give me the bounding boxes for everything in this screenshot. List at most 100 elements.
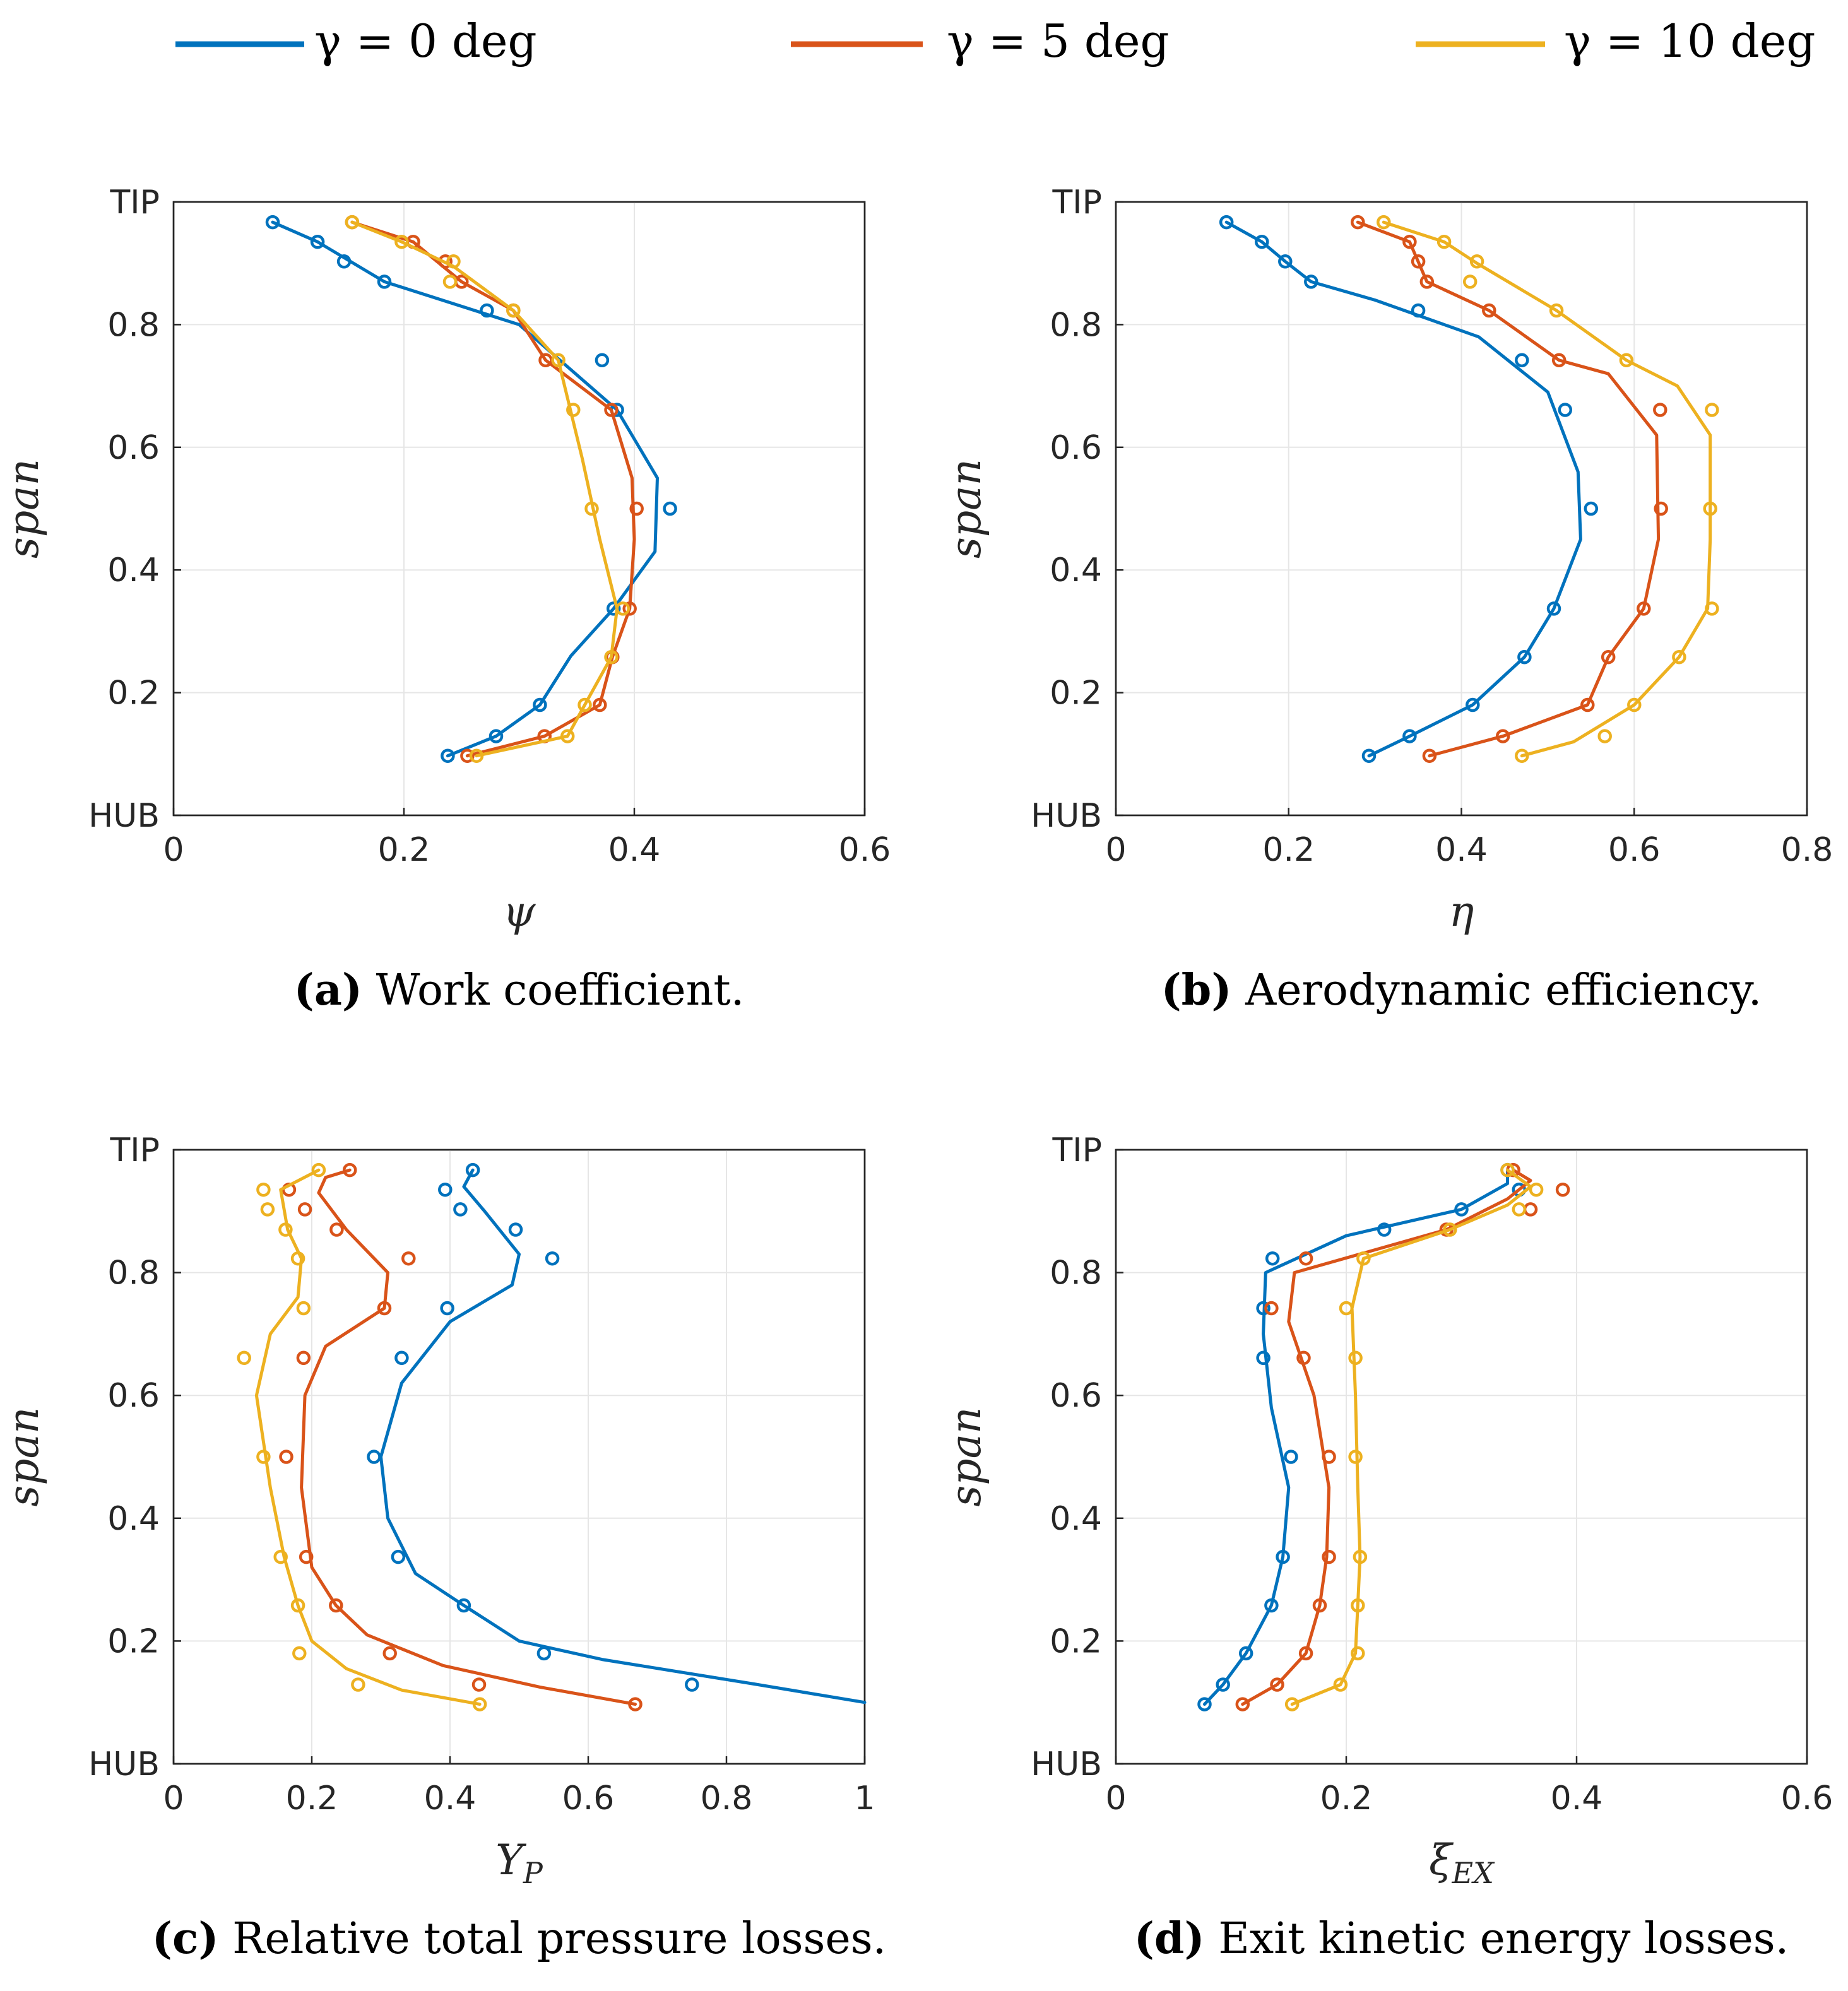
series bbox=[1219, 215, 1599, 763]
x-axis-symbol: ξ bbox=[1429, 1836, 1454, 1884]
data-point bbox=[1482, 303, 1496, 318]
x-tick-label: 0.4 bbox=[608, 831, 661, 869]
plot-area bbox=[1115, 1149, 1808, 1765]
caption-text: Relative total pressure losses. bbox=[219, 1914, 887, 1964]
x-tick-label: 0.4 bbox=[1435, 831, 1488, 869]
x-tick-label: 0.4 bbox=[1551, 1780, 1603, 1817]
data-point bbox=[1705, 403, 1719, 417]
data-point bbox=[628, 1697, 643, 1711]
data-point bbox=[1653, 403, 1667, 417]
data-point bbox=[265, 215, 280, 230]
x-tick-label: 0.2 bbox=[1320, 1780, 1373, 1817]
panel-caption: (b) Aerodynamic efficiency. bbox=[1161, 965, 1762, 1015]
data-point bbox=[560, 729, 575, 743]
series bbox=[237, 1162, 487, 1711]
data-point bbox=[1377, 215, 1391, 230]
caption-letter: (c) bbox=[152, 1913, 219, 1964]
data-point bbox=[615, 601, 631, 616]
y-tick-label: TIP bbox=[110, 1131, 160, 1169]
data-point bbox=[1351, 215, 1365, 230]
y-tick-label: HUB bbox=[1031, 797, 1102, 835]
data-point bbox=[1265, 1251, 1280, 1266]
data-point bbox=[1322, 1549, 1336, 1564]
axes-outline bbox=[1115, 201, 1808, 817]
y-axis-label: span bbox=[942, 1407, 990, 1507]
x-tick-label: 0.8 bbox=[701, 1780, 753, 1817]
y-tick-label: TIP bbox=[1052, 184, 1102, 222]
data-point bbox=[336, 254, 352, 269]
data-point bbox=[1469, 254, 1484, 269]
chart-panel: 0 0.2 0.4 0.6 HUB 0.2 0.4 0.6 0.8 TIP span ξEX (d) E… bbox=[942, 1131, 1833, 1964]
data-point bbox=[1436, 234, 1452, 249]
data-point bbox=[480, 303, 494, 318]
panel-caption: (c) Relative total pressure losses. bbox=[152, 1913, 886, 1964]
x-tick-label: 0.2 bbox=[286, 1780, 338, 1817]
x-axis-subscript: P bbox=[523, 1856, 543, 1890]
data-point bbox=[471, 1677, 487, 1692]
data-point bbox=[1276, 1549, 1290, 1564]
y-tick-label: 0.2 bbox=[107, 675, 160, 712]
series-line bbox=[350, 220, 636, 758]
data-point bbox=[1284, 1450, 1298, 1464]
data-point bbox=[1304, 275, 1318, 289]
data-point bbox=[1495, 729, 1510, 743]
axes-outline bbox=[1115, 1149, 1808, 1765]
data-point bbox=[1377, 1222, 1392, 1237]
data-point bbox=[290, 1251, 305, 1266]
x-tick-label: 0.2 bbox=[1262, 831, 1315, 869]
data-point bbox=[1419, 275, 1435, 289]
y-tick-label: 0.8 bbox=[1050, 306, 1102, 344]
data-point bbox=[237, 1350, 251, 1366]
data-point bbox=[1298, 1251, 1313, 1266]
y-tick-label: 0.2 bbox=[107, 1622, 160, 1660]
data-point bbox=[342, 1162, 357, 1178]
y-tick-label: 0.6 bbox=[1050, 429, 1102, 467]
series bbox=[1377, 215, 1719, 763]
data-point bbox=[1672, 649, 1686, 665]
data-point bbox=[629, 501, 644, 516]
data-point bbox=[622, 601, 637, 616]
legend-label: γ = 0 deg bbox=[314, 15, 537, 68]
data-point bbox=[551, 353, 566, 368]
axes-outline bbox=[172, 201, 866, 817]
data-point bbox=[578, 697, 592, 712]
x-tick-label: 0.6 bbox=[562, 1780, 615, 1817]
y-tick-label: 0.8 bbox=[1050, 1255, 1102, 1292]
panel-caption: (a) Work coefficient. bbox=[294, 965, 745, 1015]
panels: 0 0.2 0.4 0.6 HUB 0.2 0.4 0.6 0.8 TIP span ψ (a) Wor… bbox=[0, 184, 1833, 1964]
y-tick-label: 0.2 bbox=[1050, 675, 1102, 712]
x-tick-label: 1 bbox=[854, 1780, 875, 1817]
x-tick-label: 0 bbox=[163, 831, 184, 869]
x-tick-label: 0.8 bbox=[1781, 831, 1833, 869]
series-line bbox=[1290, 1168, 1532, 1706]
data-point bbox=[1549, 303, 1564, 318]
y-tick-label: HUB bbox=[88, 1746, 160, 1783]
caption-text: Work coefficient. bbox=[362, 966, 744, 1015]
data-point bbox=[442, 275, 458, 289]
data-point bbox=[1512, 1202, 1527, 1217]
x-axis-label: YP bbox=[495, 1836, 543, 1890]
data-point bbox=[1515, 353, 1529, 368]
series-line bbox=[1203, 1168, 1509, 1706]
data-point bbox=[1466, 697, 1480, 712]
data-point bbox=[606, 601, 621, 616]
y-tick-label: 0.4 bbox=[107, 1500, 160, 1538]
data-point bbox=[1597, 729, 1612, 743]
series-line bbox=[1241, 1168, 1532, 1706]
data-point bbox=[382, 1646, 397, 1661]
data-point bbox=[604, 649, 619, 665]
data-point bbox=[1637, 601, 1651, 616]
data-point bbox=[1627, 697, 1642, 712]
data-point bbox=[1601, 649, 1616, 665]
data-point bbox=[1546, 601, 1561, 616]
x-tick-label: 0.6 bbox=[1608, 831, 1661, 869]
x-axis-label: ψ bbox=[503, 887, 536, 936]
data-point bbox=[1402, 729, 1417, 743]
data-point bbox=[377, 1301, 392, 1316]
data-point bbox=[1703, 501, 1717, 516]
data-point bbox=[1584, 501, 1599, 516]
legend: γ = 0 deg γ = 5 deg γ = 10 deg bbox=[175, 15, 1815, 68]
series bbox=[1197, 1162, 1527, 1711]
data-point bbox=[441, 748, 455, 763]
data-point bbox=[1402, 234, 1417, 249]
